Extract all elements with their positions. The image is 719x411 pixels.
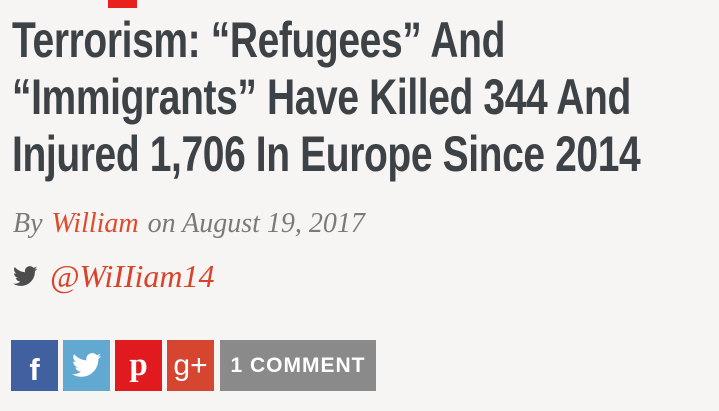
twitter-handle-link[interactable]: @WiIIiam14 bbox=[50, 258, 215, 294]
top-red-fragment bbox=[108, 0, 137, 8]
byline-date: on August 19, 2017 bbox=[147, 208, 365, 239]
googleplus-icon: g+ bbox=[173, 348, 208, 382]
byline: By William on August 19, 2017 bbox=[13, 208, 365, 240]
facebook-share-button[interactable]: f bbox=[11, 340, 58, 391]
article-title: Terrorism: “Refugees” And “Immigrants” H… bbox=[12, 12, 719, 183]
twitter-bird-icon bbox=[71, 353, 101, 377]
googleplus-share-button[interactable]: g+ bbox=[167, 340, 214, 391]
comment-count-button[interactable]: 1 COMMENT bbox=[220, 340, 376, 391]
pinterest-share-button[interactable]: p bbox=[115, 340, 162, 391]
author-link[interactable]: William bbox=[51, 208, 139, 239]
twitter-handle-row: @WiIIiam14 bbox=[13, 256, 215, 296]
share-bar: f p g+ 1 COMMENT bbox=[11, 340, 376, 391]
pinterest-icon: p bbox=[129, 347, 148, 383]
article-title-line-2: “Immigrants” Have Killed 344 And bbox=[12, 69, 631, 125]
facebook-icon: f bbox=[29, 352, 40, 387]
twitter-share-button[interactable] bbox=[63, 340, 110, 391]
byline-prefix: By bbox=[13, 208, 43, 239]
article-title-line-3: Injured 1,706 In Europe Since 2014 bbox=[12, 126, 641, 182]
article-title-line-1: Terrorism: “Refugees” And bbox=[12, 12, 506, 68]
comment-count-label: 1 COMMENT bbox=[230, 353, 366, 377]
twitter-bird-icon bbox=[13, 265, 38, 286]
